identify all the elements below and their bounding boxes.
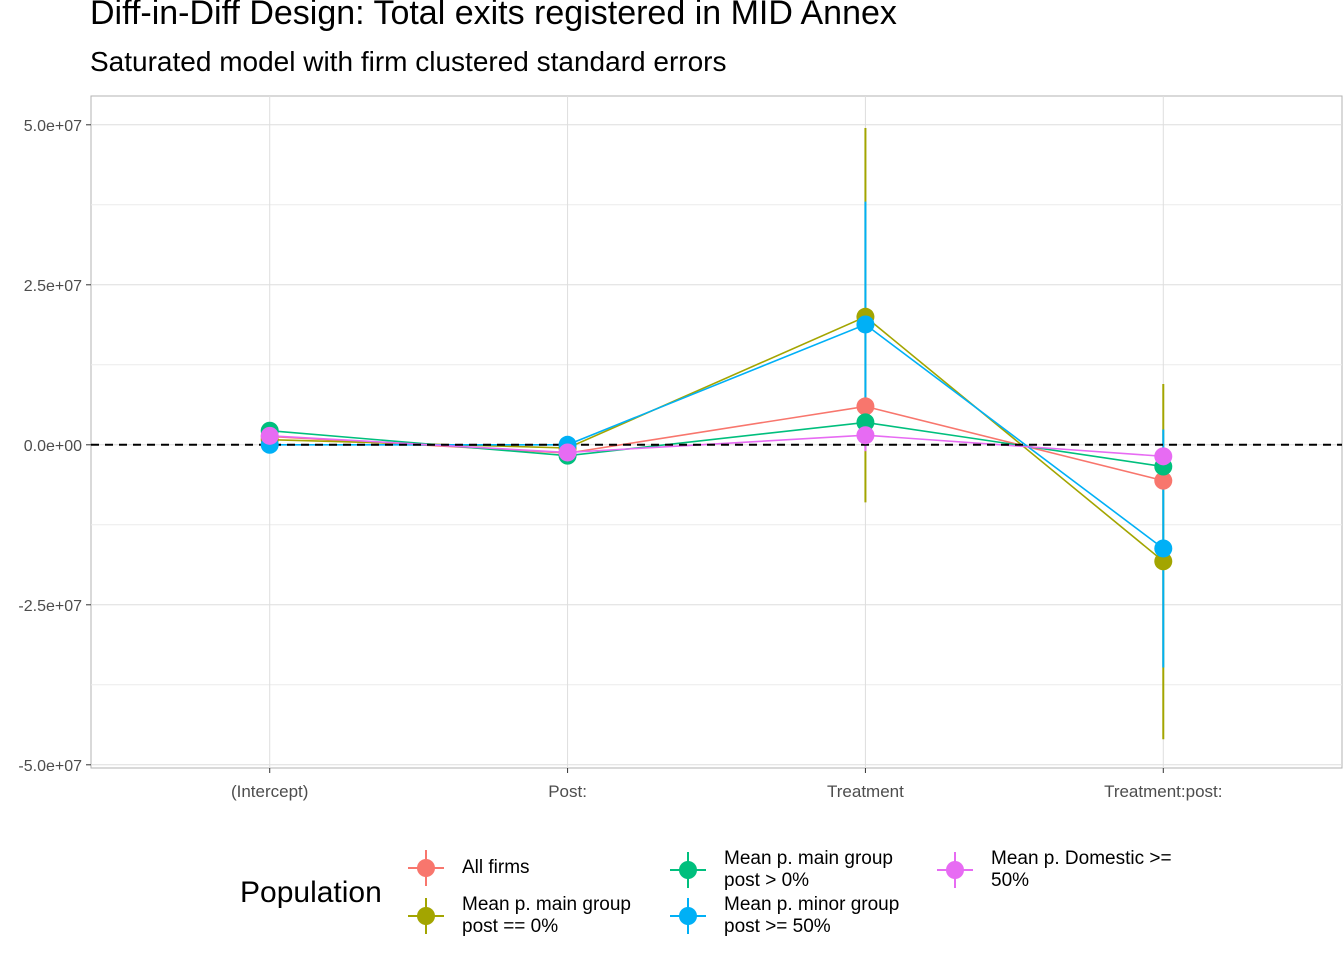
data-point	[1154, 539, 1173, 558]
data-point	[558, 443, 577, 462]
data-point	[260, 426, 279, 445]
legend-title: Population	[240, 876, 382, 909]
x-tick-label: Treatment:post:	[1104, 782, 1222, 801]
legend-item-main-group-gt0: Mean p. main group post > 0%	[668, 848, 893, 892]
legend-key-point	[679, 861, 697, 879]
legend-key-point	[946, 861, 964, 879]
data-point	[856, 397, 875, 416]
legend-item-domestic-50: Mean p. Domestic >= 50%	[935, 848, 1172, 892]
series-line	[269, 323, 1164, 550]
legend-key-all-firms	[408, 850, 444, 886]
data-point	[856, 413, 875, 432]
data-point	[856, 315, 875, 334]
legend-label: Mean p. minor group post >= 50%	[724, 894, 900, 937]
data-point	[856, 426, 875, 445]
legend-label: Mean p. Domestic >= 50%	[991, 848, 1172, 891]
data-point	[1154, 552, 1173, 571]
data-point	[1154, 471, 1173, 490]
y-tick-label: 5.0e+07	[24, 118, 82, 135]
data-point	[1154, 447, 1173, 466]
chart-title: Diff-in-Diff Design: Total exits registe…	[90, 0, 897, 32]
series-line	[269, 421, 1164, 468]
legend-key-point	[417, 907, 435, 925]
panel-border	[90, 95, 1343, 769]
y-tick-label: -5.0e+07	[18, 758, 82, 775]
x-tick-label: Treatment	[827, 782, 904, 801]
legend-label: Mean p. main group post == 0%	[462, 894, 631, 937]
y-tick-label: -2.5e+07	[18, 598, 82, 615]
x-tick-label: Post:	[548, 782, 587, 801]
legend-key-main-group-0	[408, 898, 444, 934]
legend-item-minor-group-50: Mean p. minor group post >= 50%	[668, 894, 899, 938]
legend-key-main-group-gt0	[670, 852, 706, 888]
legend-label: Mean p. main group post > 0%	[724, 848, 893, 891]
legend-item-all-firms: All firms	[406, 848, 530, 888]
legend-item-main-group-0: Mean p. main group post == 0%	[406, 894, 631, 938]
x-tick-label: (Intercept)	[231, 782, 308, 801]
legend-label: All firms	[462, 857, 530, 878]
legend-key-domestic-50	[937, 852, 973, 888]
legend-key-minor-group-50	[670, 898, 706, 934]
y-tick-label: 2.5e+07	[24, 278, 82, 295]
legend-key-point	[679, 907, 697, 925]
chart-subtitle: Saturated model with firm clustered stan…	[90, 46, 727, 77]
legend-key-point	[417, 859, 435, 877]
y-tick-label: 0.0e+00	[24, 438, 82, 455]
